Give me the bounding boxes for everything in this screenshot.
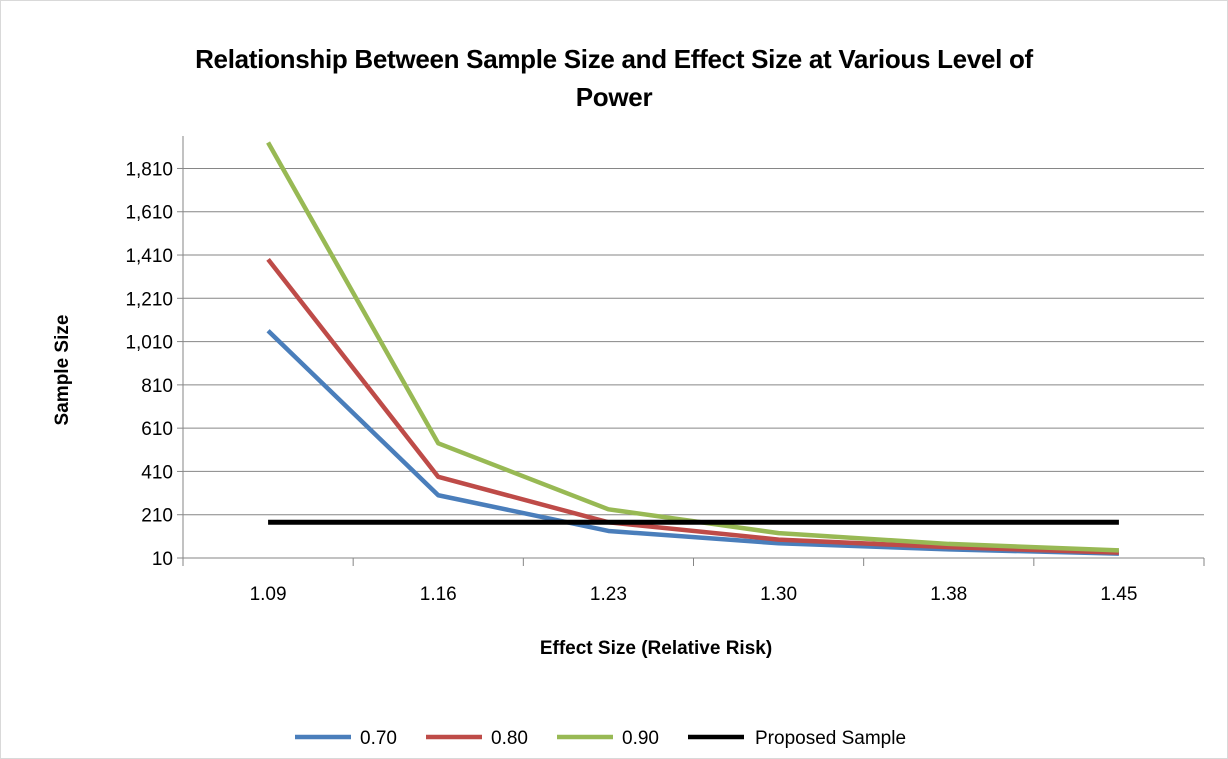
- y-tick-label: 1,410: [125, 246, 173, 267]
- x-tick-label: 1.30: [760, 584, 797, 605]
- gridlines: [183, 167, 1204, 516]
- y-tick-label: 1,010: [125, 333, 173, 354]
- x-tick-label: 1.38: [930, 584, 967, 605]
- x-tick-label: 1.09: [250, 584, 287, 605]
- x-axis-label: Effect Size (Relative Risk): [540, 638, 772, 659]
- chart-title: Relationship Between Sample Size and Eff…: [0, 40, 1228, 116]
- chart-title-line-2: Power: [575, 82, 653, 112]
- y-tick-labels: 10 210 410 610 810 1,010 1,210 1,410 1,610 1,810: [125, 159, 173, 570]
- y-tick-label: 610: [141, 419, 173, 440]
- y-tick-label: 410: [141, 462, 173, 483]
- y-tick-label: 810: [141, 376, 173, 397]
- y-tick-label: 1,210: [125, 289, 173, 310]
- series-lines: [266, 141, 1120, 556]
- chart-title-line-1: Relationship Between Sample Size and Eff…: [195, 44, 1033, 74]
- y-tick-label: 10: [152, 549, 173, 570]
- legend-label-0: 0.70: [360, 728, 397, 749]
- legend-label-2: 0.90: [622, 728, 659, 749]
- legend-label-3: Proposed Sample: [755, 728, 906, 749]
- x-tick-labels: 1.09 1.16 1.23 1.30 1.38 1.45: [250, 584, 1138, 605]
- series-line-1: [266, 257, 1119, 555]
- x-tick-label: 1.23: [590, 584, 627, 605]
- y-axis-label: Sample Size: [52, 315, 73, 426]
- axes: [177, 136, 1205, 566]
- y-tick-label: 1,610: [125, 203, 173, 224]
- legend: 0.70 0.80 0.90 Proposed Sample: [295, 728, 906, 749]
- series-line-2: [266, 141, 1120, 553]
- y-tick-label: 1,810: [125, 159, 173, 180]
- legend-label-1: 0.80: [491, 728, 528, 749]
- x-tick-label: 1.16: [420, 584, 457, 605]
- x-tick-label: 1.45: [1100, 584, 1137, 605]
- y-tick-label: 210: [141, 506, 173, 527]
